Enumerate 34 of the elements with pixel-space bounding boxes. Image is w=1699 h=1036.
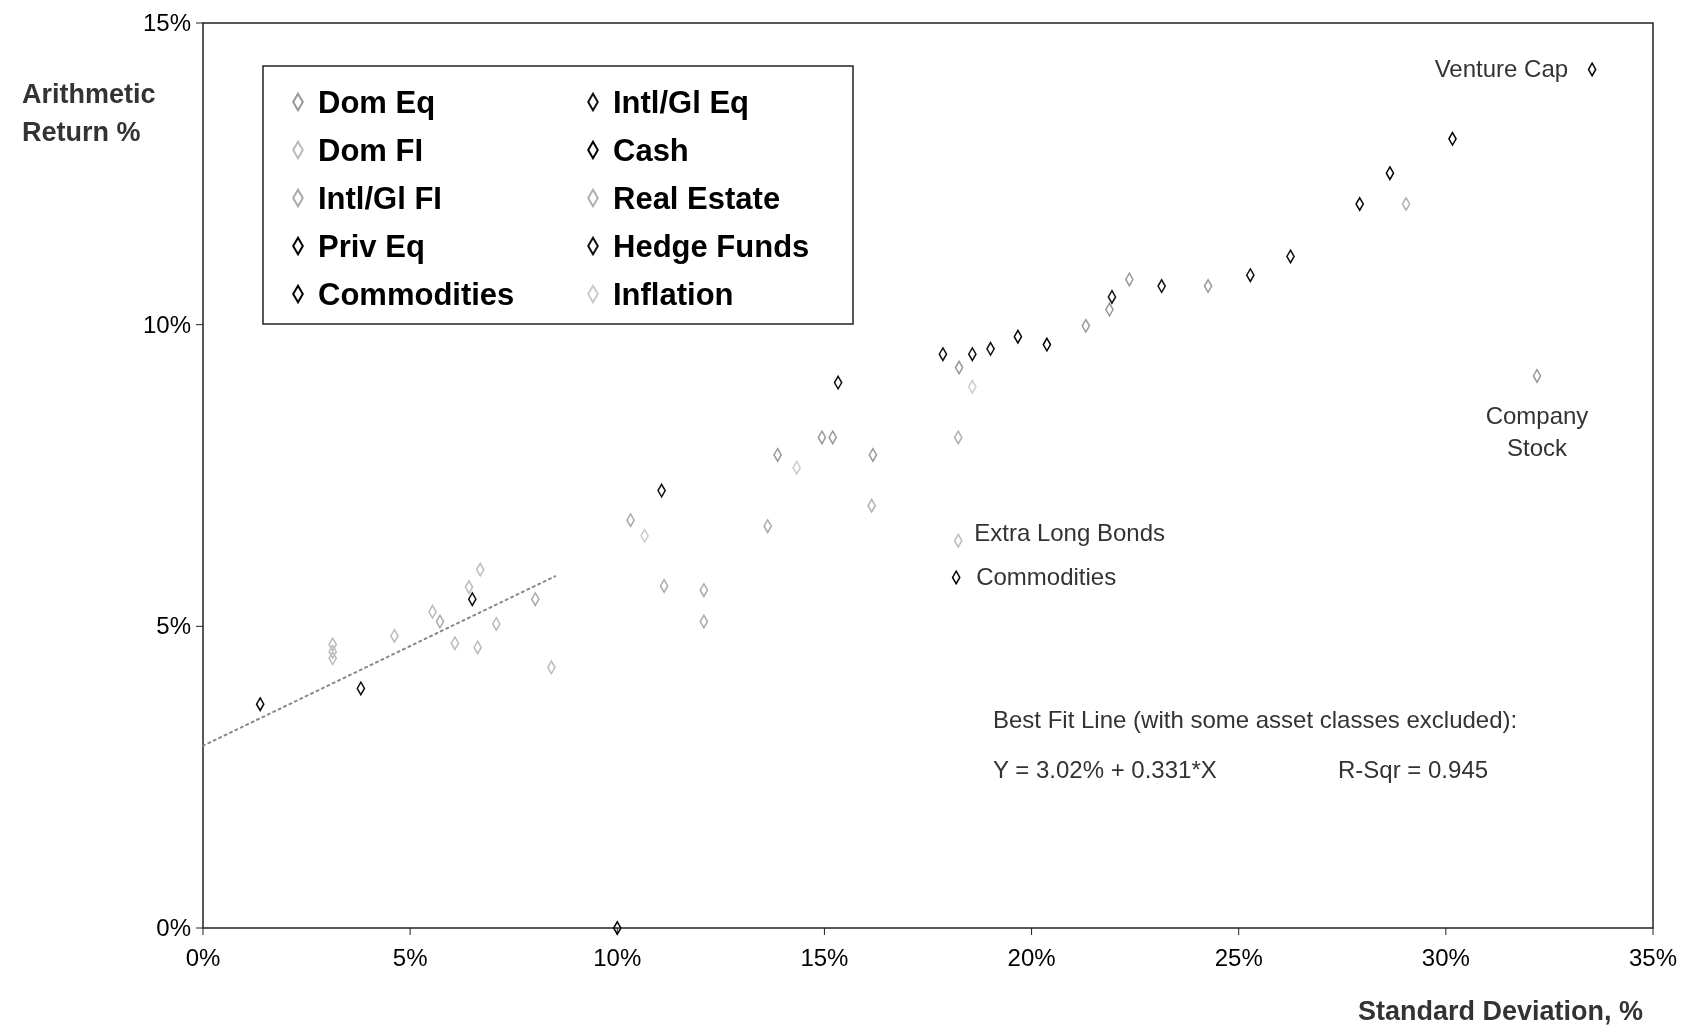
annotation: Company Stock bbox=[1485, 401, 1589, 461]
legend-label: Dom Eq bbox=[318, 85, 436, 120]
annotation: Commodities bbox=[976, 563, 1117, 591]
point bbox=[1355, 197, 1365, 211]
point bbox=[1401, 197, 1411, 211]
x-tick-label: 5% bbox=[392, 944, 428, 971]
legend-label: Real Estate bbox=[613, 181, 781, 216]
legend-label: Hedge Funds bbox=[613, 229, 810, 264]
legend-label: Inflation bbox=[613, 277, 734, 312]
annotation: Best Fit Line (with some asset classes excluded): bbox=[993, 706, 1518, 733]
x-tick-label: 10% bbox=[593, 944, 642, 971]
legend-label: Dom FI bbox=[318, 133, 424, 168]
x-tick-label: 0% bbox=[185, 944, 221, 971]
annotation: R-Sqr = 0.945 bbox=[1338, 756, 1489, 783]
x-axis-title: Standard Deviation, % bbox=[1357, 996, 1643, 1026]
legend-label: Intl/Gl FI bbox=[318, 181, 442, 216]
y-tick-label: 5% bbox=[156, 612, 191, 640]
y-axis-title: Arithmetic Return % bbox=[22, 79, 156, 147]
y-tick-label: 15% bbox=[142, 9, 191, 36]
x-tick-label: 15% bbox=[800, 944, 849, 971]
x-tick-label: 30% bbox=[1421, 944, 1470, 971]
annotation: Extra Long Bonds bbox=[974, 518, 1166, 546]
legend-label: Priv Eq bbox=[318, 229, 425, 264]
x-tick-label: 35% bbox=[1628, 944, 1678, 971]
legend-label: Commodities bbox=[318, 277, 515, 312]
annotation: Venture Cap bbox=[1434, 55, 1569, 83]
annotation: Y = 3.02% + 0.331*X bbox=[993, 756, 1217, 783]
x-tick-label: 20% bbox=[1007, 944, 1056, 971]
y-tick-label: 10% bbox=[142, 310, 191, 338]
point bbox=[612, 921, 622, 935]
x-tick-label: 25% bbox=[1214, 944, 1263, 971]
legend-label: Cash bbox=[613, 133, 689, 168]
legend-label: Intl/Gl Eq bbox=[613, 85, 750, 120]
y-tick-label: 0% bbox=[156, 914, 191, 941]
